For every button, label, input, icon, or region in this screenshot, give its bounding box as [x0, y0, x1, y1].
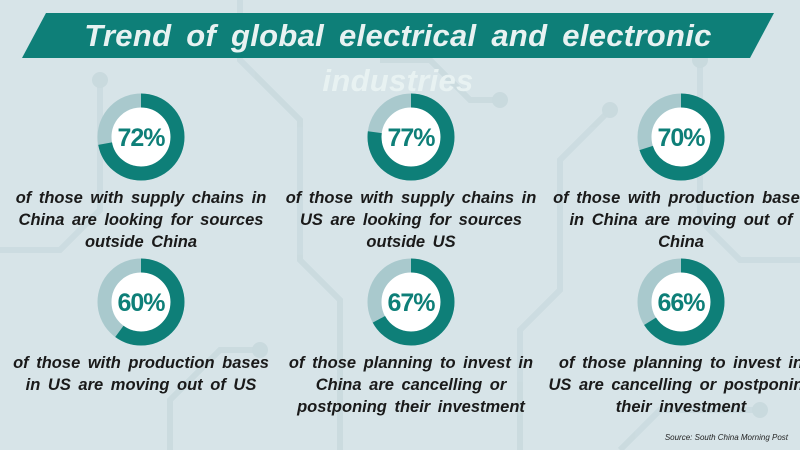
donut-chart: 60%: [97, 258, 185, 346]
donut-chart: 66%: [637, 258, 725, 346]
page-title: Trend of global electrical and electroni…: [84, 18, 712, 98]
percent-label: 77%: [387, 124, 435, 152]
percent-label: 66%: [657, 289, 705, 317]
percent-label: 72%: [117, 124, 165, 152]
donut-chart: 72%: [97, 93, 185, 181]
stat-description: of those with supply chains in US are lo…: [285, 189, 537, 251]
stat-description: of those planning to invest in China are…: [288, 354, 534, 416]
donut-value-arc: [367, 93, 455, 181]
stat-item: 72% of those with supply chains in China …: [6, 92, 276, 253]
stat-description: of those with production bases in China …: [553, 189, 800, 251]
donut-value-arc: [637, 258, 725, 346]
percent-label: 60%: [117, 289, 165, 317]
stat-description: of those with production bases in US are…: [13, 354, 269, 394]
percent-label: 70%: [657, 124, 705, 152]
source-note: Source: South China Morning Post: [664, 433, 788, 442]
donut-chart: 70%: [637, 93, 725, 181]
donut-chart: 67%: [367, 258, 455, 346]
donut-value-arc: [97, 93, 185, 181]
donut-value-arc: [97, 258, 185, 346]
donut-value-arc: [367, 258, 455, 346]
stat-item: 70% of those with production bases in Chi…: [546, 92, 800, 253]
stat-item: 67% of those planning to invest in China …: [276, 257, 546, 418]
stat-item: 77% of those with supply chains in US are…: [276, 92, 546, 253]
percent-label: 67%: [387, 289, 435, 317]
stat-item: 66% of those planning to invest in US are…: [546, 257, 800, 418]
stat-description: of those with supply chains in China are…: [15, 189, 267, 251]
donut-chart: 77%: [367, 93, 455, 181]
stat-item: 60% of those with production bases in US …: [6, 257, 276, 396]
stat-description: of those planning to invest in US are ca…: [548, 354, 800, 416]
title-banner: [22, 13, 774, 58]
donut-value-arc: [637, 93, 725, 181]
